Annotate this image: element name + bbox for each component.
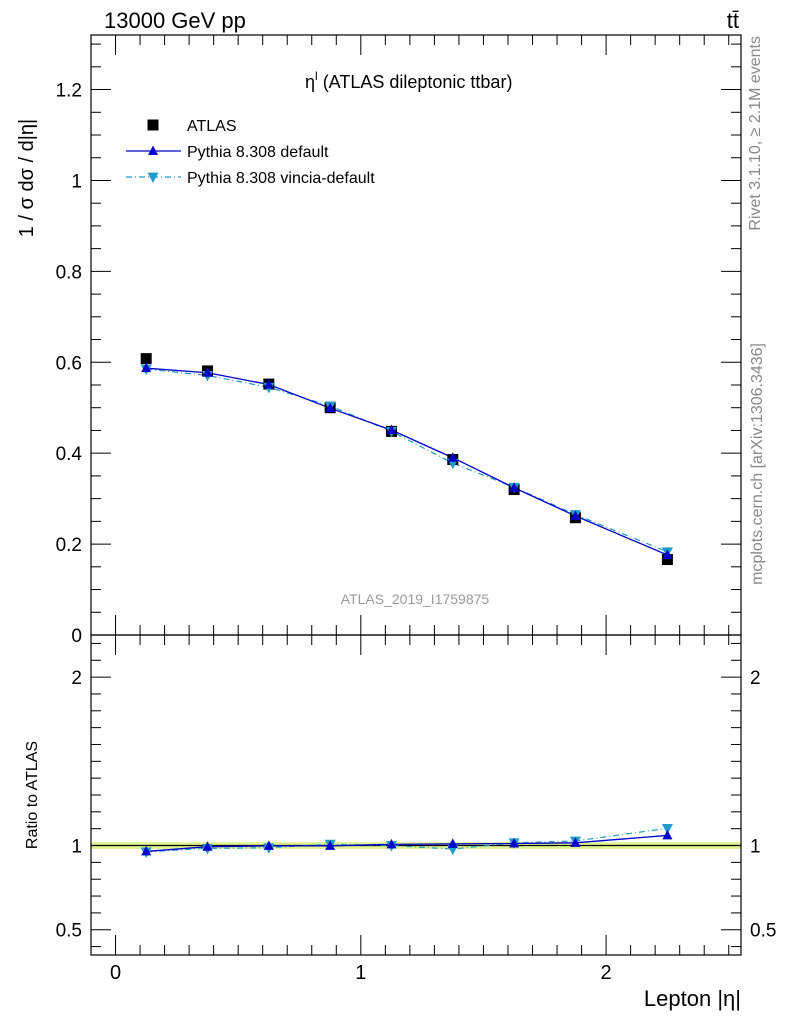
default-data-point [509, 482, 520, 492]
ratio-default-point [447, 838, 458, 848]
plot-title-main: η [305, 72, 315, 92]
ratio-default-point [662, 829, 673, 840]
ratio-default-point [325, 840, 336, 850]
default-data-point [570, 510, 581, 520]
plot-title-sup: l [315, 69, 318, 83]
ratio-axis-ticks [91, 635, 741, 955]
ratio-ytick-label-right: 0.5 [750, 921, 776, 942]
legend-atlas-marker [147, 119, 159, 131]
default-data-point [263, 379, 274, 389]
x-tick-label: 0 [110, 962, 121, 984]
ratio-plot-frame [90, 634, 742, 956]
plot-title-rest: (ATLAS dileptonic ttbar) [318, 72, 513, 92]
main-ytick-label: 0.6 [56, 353, 82, 374]
ratio-default-point [386, 838, 397, 849]
ratio-ytick-label-left: 0.5 [56, 921, 82, 942]
x-axis-label: Lepton |η| [644, 986, 741, 1011]
main-ytick-label: 0.4 [56, 444, 83, 465]
ratio-default-point [202, 841, 213, 851]
series-line-default [146, 367, 668, 556]
main-series [140, 353, 673, 566]
ratio-line-vincia [146, 827, 668, 853]
energy-label: 13000 GeV pp [104, 8, 246, 33]
atlas-data-point [661, 554, 673, 566]
series-line-vincia [146, 368, 668, 553]
legend-default-marker [148, 145, 158, 155]
ratio-ytick-label-right: 1 [750, 837, 761, 858]
ratio-ytick-label-right: 2 [750, 668, 761, 689]
main-plot: 0 0.2 0.4 0.6 0.8 1 1.2 ATLAS_2019_I1759875 ηl… [16, 34, 742, 647]
ratio-default-point [263, 840, 274, 850]
ratio-ytick-label-left: 1 [71, 837, 82, 858]
ratio-default-point [570, 837, 581, 847]
ratio-default-point [509, 838, 520, 848]
default-data-point [141, 362, 152, 373]
default-data-point [325, 402, 336, 413]
legend-vincia-marker [147, 172, 159, 184]
ratio-default-point [141, 845, 152, 856]
ratio-ytick-label-left: 2 [71, 668, 82, 689]
main-ytick-label: 1.2 [56, 81, 82, 102]
main-ytick-label: 0.2 [56, 535, 82, 556]
atlas-data-point [140, 353, 152, 365]
main-ytick-label: 0 [71, 626, 82, 647]
x-tick-label: 2 [601, 962, 612, 984]
main-ytick-label: 0.8 [56, 262, 82, 283]
legend-entry-label: Pythia 8.308 vincia-default [187, 170, 375, 187]
legend: ATLAS Pythia 8.308 default Pythia 8.308 vi… [126, 118, 375, 187]
default-data-point [662, 549, 673, 559]
main-ytick-label: 1 [71, 171, 82, 192]
default-data-point [386, 424, 397, 434]
ratio-plot: 0.5 0.5 1 1 2 2 Ratio to ATLAS [24, 634, 777, 956]
ratio-series [140, 823, 673, 858]
ratio-tick-labels: 0.5 0.5 1 1 2 2 [56, 668, 777, 942]
main-axis-ticks [91, 35, 741, 636]
rivet-label: Rivet 3.1.10, ≥ 2.1M events [747, 36, 764, 231]
ratio-vincia-point [661, 823, 673, 835]
legend-entry-label: ATLAS [187, 118, 237, 135]
main-ytick-labels: 0 0.2 0.4 0.6 0.8 1 1.2 [56, 81, 83, 647]
plot-title: ηl (ATLAS dileptonic ttbar) [305, 69, 512, 92]
x-tick-label: 1 [355, 962, 366, 984]
y-axis-label: 1 / σ dσ / d|η| [16, 119, 38, 237]
analysis-id-label: ATLAS_2019_I1759875 [341, 591, 490, 607]
process-label: tt̄ [727, 8, 739, 33]
source-label: mcplots.cern.ch [arXiv:1306.3436] [749, 343, 766, 585]
ratio-axis-label: Ratio to ATLAS [24, 741, 41, 849]
default-data-point [447, 452, 458, 462]
legend-entry-label: Pythia 8.308 default [187, 144, 329, 161]
default-data-point [202, 367, 213, 377]
x-tick-labels: 0 1 2 [110, 962, 612, 984]
